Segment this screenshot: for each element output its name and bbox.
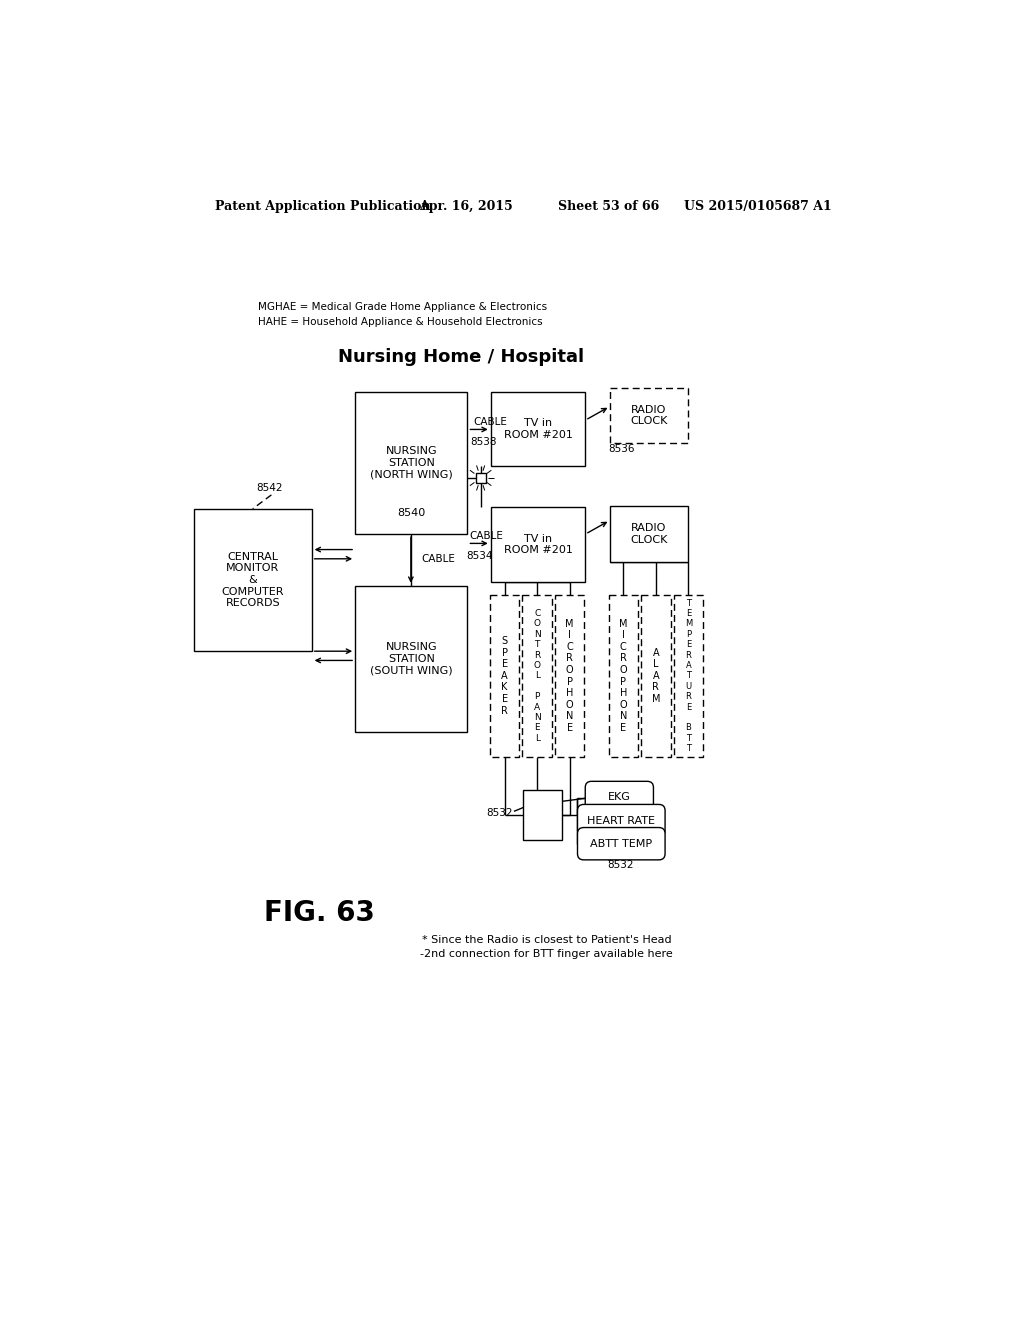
Text: M
I
C
R
O
P
H
O
N
E: M I C R O P H O N E bbox=[618, 619, 628, 733]
Text: * Since the Radio is closest to Patient's Head: * Since the Radio is closest to Patient'… bbox=[422, 935, 672, 945]
Text: NURSING
STATION
(SOUTH WING): NURSING STATION (SOUTH WING) bbox=[370, 643, 453, 676]
Bar bbox=[489, 595, 519, 756]
Text: CABLE: CABLE bbox=[421, 554, 455, 564]
Text: CENTRAL
MONITOR
&
COMPUTER
RECORDS: CENTRAL MONITOR & COMPUTER RECORDS bbox=[221, 552, 284, 609]
Text: HEART RATE: HEART RATE bbox=[588, 816, 655, 825]
Text: US 2015/0105687 A1: US 2015/0105687 A1 bbox=[684, 199, 833, 213]
Text: S
P
E
A
K
E
R: S P E A K E R bbox=[501, 636, 508, 715]
Bar bbox=[523, 789, 562, 840]
Text: 8532: 8532 bbox=[607, 861, 634, 870]
Bar bbox=[610, 507, 687, 562]
Text: 8536: 8536 bbox=[608, 445, 635, 454]
Text: TV in
ROOM #201: TV in ROOM #201 bbox=[504, 418, 572, 440]
Text: 8534: 8534 bbox=[466, 550, 493, 561]
Text: FIG. 63: FIG. 63 bbox=[263, 899, 375, 927]
Text: 8538: 8538 bbox=[470, 437, 497, 446]
Bar bbox=[490, 507, 586, 582]
Text: A
L
A
R
M: A L A R M bbox=[651, 648, 660, 704]
Text: RADIO
CLOCK: RADIO CLOCK bbox=[630, 523, 668, 545]
Bar bbox=[608, 595, 638, 756]
Text: TV in
ROOM #201: TV in ROOM #201 bbox=[504, 533, 572, 556]
Bar bbox=[355, 586, 467, 733]
Text: T
E
M
P
E
R
A
T
U
R
E
 
B
T
T: T E M P E R A T U R E B T T bbox=[685, 598, 692, 754]
Text: C
O
N
T
R
O
L
 
P
A
N
E
L: C O N T R O L P A N E L bbox=[534, 609, 541, 743]
Text: Nursing Home / Hospital: Nursing Home / Hospital bbox=[338, 348, 585, 366]
Text: CABLE: CABLE bbox=[473, 417, 507, 426]
Text: MGHAE = Medical Grade Home Appliance & Electronics: MGHAE = Medical Grade Home Appliance & E… bbox=[258, 302, 547, 312]
Text: RADIO
CLOCK: RADIO CLOCK bbox=[630, 405, 668, 426]
Text: M
I
C
R
O
P
H
O
N
E: M I C R O P H O N E bbox=[565, 619, 574, 733]
Bar bbox=[194, 508, 311, 651]
Text: 8540: 8540 bbox=[397, 508, 425, 517]
Bar bbox=[641, 595, 671, 756]
Text: ABTT TEMP: ABTT TEMP bbox=[590, 838, 652, 849]
Text: -2nd connection for BTT finger available here: -2nd connection for BTT finger available… bbox=[420, 949, 673, 958]
FancyBboxPatch shape bbox=[578, 804, 665, 837]
Bar bbox=[555, 595, 585, 756]
Bar bbox=[355, 392, 467, 535]
Bar bbox=[490, 392, 586, 466]
Text: 8532: 8532 bbox=[486, 808, 513, 818]
Bar bbox=[522, 595, 552, 756]
Text: EKG: EKG bbox=[608, 792, 631, 803]
Text: Sheet 53 of 66: Sheet 53 of 66 bbox=[558, 199, 659, 213]
FancyBboxPatch shape bbox=[586, 781, 653, 813]
FancyBboxPatch shape bbox=[578, 828, 665, 859]
Text: HAHE = Household Appliance & Household Electronics: HAHE = Household Appliance & Household E… bbox=[258, 317, 543, 326]
Bar bbox=[475, 473, 485, 483]
Bar bbox=[610, 388, 687, 444]
Bar bbox=[674, 595, 703, 756]
Text: Apr. 16, 2015: Apr. 16, 2015 bbox=[419, 199, 512, 213]
Text: CABLE: CABLE bbox=[470, 531, 504, 541]
Text: 8542: 8542 bbox=[256, 483, 283, 492]
Text: Patent Application Publication: Patent Application Publication bbox=[215, 199, 430, 213]
Text: NURSING
STATION
(NORTH WING): NURSING STATION (NORTH WING) bbox=[370, 446, 453, 479]
